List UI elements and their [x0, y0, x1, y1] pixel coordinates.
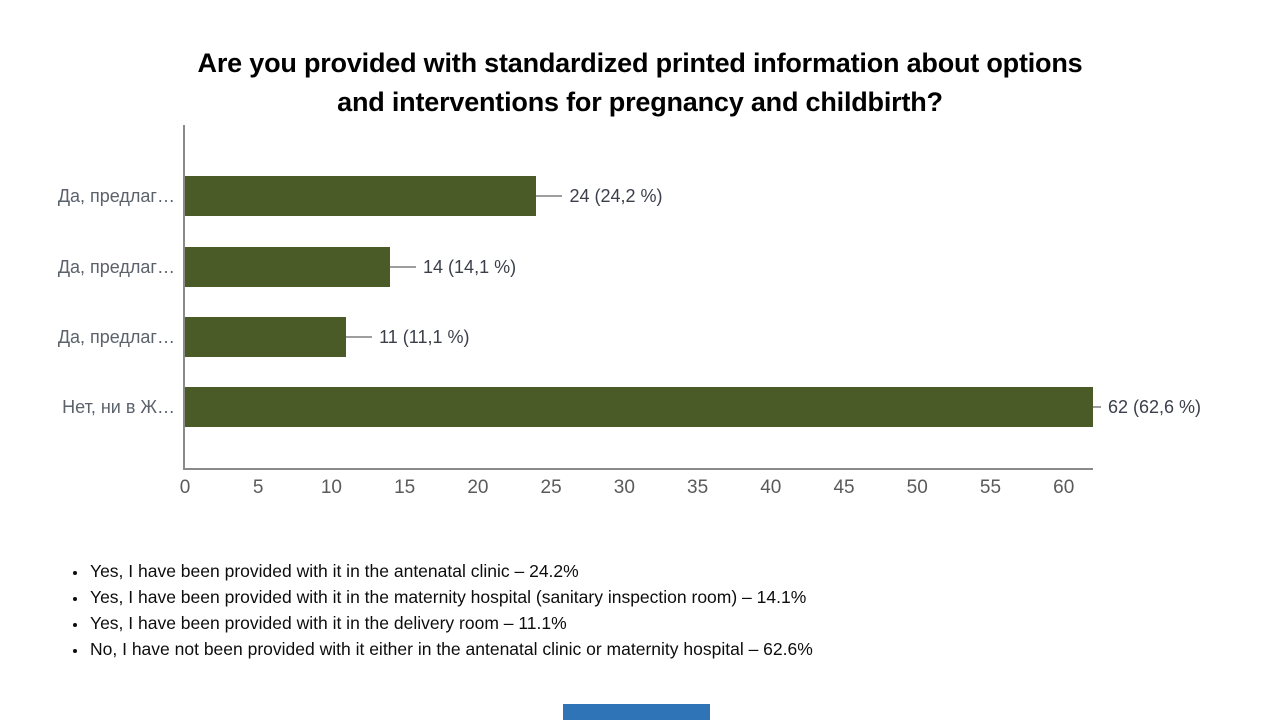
x-tick-label: 0	[179, 477, 191, 498]
value-label: 24 (24,2 %)	[569, 185, 663, 206]
bar	[185, 176, 537, 216]
value-label-group: 11 (11,1 %)	[346, 317, 469, 357]
plot-area: 0 5 10 15 20 25 30 35 40 45 50 55 60 Да, предлаг… 24 …	[58, 125, 1201, 498]
bullet-item: Yes, I have been provided with it in the…	[88, 584, 813, 610]
bullet-item: No, I have not been provided with it eit…	[88, 636, 813, 662]
bullet-item: Yes, I have been provided with it in the…	[88, 558, 813, 584]
value-connector-line	[346, 336, 373, 338]
category-label: Да, предлаг…	[57, 257, 175, 277]
bar	[185, 247, 391, 287]
chart-title-line2: and interventions for pregnancy and chil…	[337, 87, 943, 117]
bar-row: Да, предлаг… 14 (14,1 %)	[58, 247, 1093, 287]
value-connector-line	[536, 195, 563, 197]
x-tick-label: 35	[687, 477, 709, 498]
category-label: Да, предлаг…	[57, 327, 175, 347]
value-label: 14 (14,1 %)	[423, 256, 517, 277]
value-label: 11 (11,1 %)	[379, 326, 470, 347]
x-tick-label: 5	[252, 477, 264, 498]
x-tick-label: 25	[540, 477, 562, 498]
category-label: Нет, ни в Ж…	[62, 397, 175, 417]
value-label-group: 62 (62,6 %)	[1093, 387, 1201, 427]
footer-accent-bar	[563, 704, 710, 720]
x-tick-label: 60	[1053, 477, 1075, 498]
x-tick-label: 45	[833, 477, 855, 498]
bar	[185, 317, 347, 357]
bar	[185, 387, 1093, 427]
bar-row: Да, предлаг… 24 (24,2 %)	[58, 176, 1093, 216]
x-tick-label: 15	[394, 477, 416, 498]
value-label-group: 14 (14,1 %)	[390, 247, 516, 287]
value-label-group: 24 (24,2 %)	[536, 176, 663, 216]
bar-row: Да, предлаг… 11 (11,1 %)	[58, 317, 1093, 357]
x-axis-ticks: 0 5 10 15 20 25 30 35 40 45 50 55 60	[180, 468, 1093, 500]
x-tick-label: 55	[979, 477, 1002, 498]
bullet-list: Yes, I have been provided with it in the…	[88, 558, 813, 662]
value-label: 62 (62,6 %)	[1108, 396, 1202, 417]
x-tick-label: 40	[760, 477, 782, 498]
x-tick-label: 20	[467, 477, 489, 498]
x-tick-label: 10	[320, 477, 343, 498]
x-tick-label: 50	[906, 477, 928, 498]
chart-title: Are you provided with standardized print…	[0, 44, 1280, 122]
value-connector-line	[1093, 406, 1101, 408]
value-connector-line	[390, 266, 417, 268]
bar-row: Нет, ни в Ж… 62 (62,6 %)	[62, 387, 1201, 427]
chart-title-line1: Are you provided with standardized print…	[197, 48, 1083, 78]
category-label: Да, предлаг…	[57, 186, 175, 206]
bullet-item: Yes, I have been provided with it in the…	[88, 610, 813, 636]
x-tick-label: 30	[613, 477, 635, 498]
